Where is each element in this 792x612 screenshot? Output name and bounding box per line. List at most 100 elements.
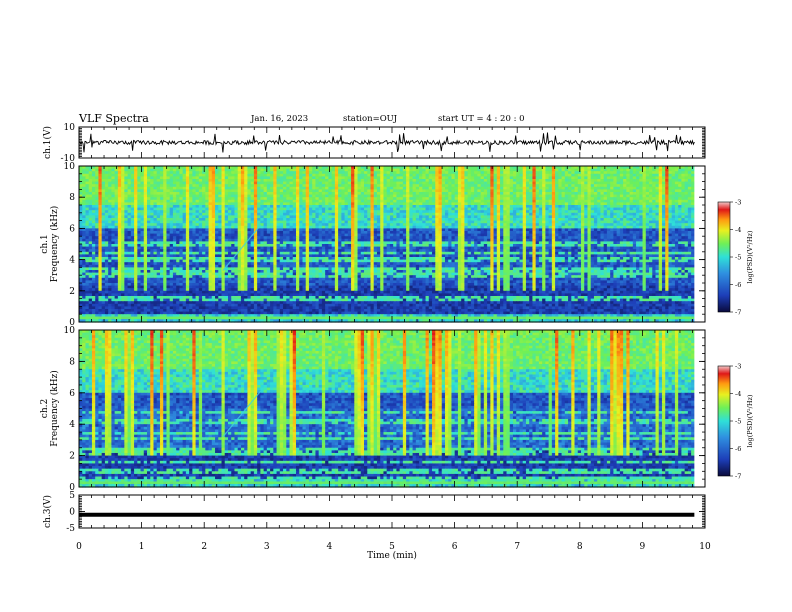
spectrogram-cell <box>506 168 511 172</box>
spectrogram-cell <box>551 184 556 188</box>
spectrogram-cell <box>176 176 180 180</box>
spectrogram-cell <box>490 168 495 172</box>
spectrogram-cell <box>632 166 637 170</box>
spectrogram-cell <box>558 179 563 183</box>
spectrogram-cell <box>351 184 355 188</box>
spectrogram-cell <box>535 179 540 183</box>
spectrogram-cell <box>474 181 478 185</box>
spectrogram-cell <box>432 166 436 170</box>
spectrogram-cell <box>179 189 184 193</box>
spectrogram-cell <box>357 181 362 185</box>
spectrogram-cell <box>347 184 352 188</box>
spectrogram-cell <box>551 179 556 183</box>
spectrogram-cell <box>354 171 359 175</box>
spectrogram-cell <box>114 181 119 185</box>
spectrogram-cell <box>108 192 112 196</box>
spectrogram-cell <box>357 192 362 196</box>
spectrogram-cell <box>88 194 93 198</box>
spectrogram-cell <box>619 186 624 190</box>
spectrogram-cell <box>503 166 508 170</box>
spectrogram-cell <box>383 184 388 188</box>
spectrogram-cell <box>224 181 229 185</box>
spectrogram-cell <box>606 192 611 196</box>
spectrogram-cell <box>111 173 116 177</box>
spectrogram-cell <box>169 179 174 183</box>
spectrogram-cell <box>244 176 249 180</box>
spectrogram-cell <box>477 186 482 190</box>
spectrogram-cell <box>367 184 372 188</box>
spectrogram-cell <box>234 186 239 190</box>
spectrogram-cell <box>610 168 614 172</box>
spectrogram-cell <box>493 168 498 172</box>
spectrogram-cell <box>568 192 572 196</box>
spectrogram-cell <box>370 189 375 193</box>
spectrogram-cell <box>111 192 116 196</box>
spectrogram-cell <box>600 179 605 183</box>
spectrogram-cell <box>626 168 631 172</box>
spectrogram-cell <box>354 184 359 188</box>
spectrogram-cell <box>82 171 87 175</box>
spectrogram-cell <box>564 171 569 175</box>
spectrogram-cell <box>218 166 223 170</box>
spectrogram-cell <box>159 166 164 170</box>
spectrogram-cell <box>681 168 686 172</box>
spectrogram-cell <box>383 171 388 175</box>
spectrogram-cell <box>451 166 456 170</box>
spectrogram-cell <box>477 192 482 196</box>
spectrogram-cell <box>331 166 336 170</box>
spectrogram-cell <box>639 184 644 188</box>
spectrogram-cell <box>428 166 433 170</box>
spectrogram-cell <box>224 173 229 177</box>
spectrogram-cell <box>250 181 255 185</box>
spectrogram-cell <box>286 184 291 188</box>
spectrogram-cell <box>328 166 333 170</box>
spectrogram-cell <box>140 171 145 175</box>
spectrogram-cell <box>286 173 291 177</box>
spectrogram-cell <box>198 186 203 190</box>
spectrogram-cell <box>493 166 498 170</box>
spectrogram-cell <box>454 173 459 177</box>
spectrogram-cell <box>364 179 368 183</box>
spectrogram-cell <box>166 184 171 188</box>
spectrogram-cell <box>321 181 326 185</box>
spectrogram-cell <box>91 176 96 180</box>
spectrogram-cell <box>240 179 245 183</box>
spectrogram-cell <box>257 176 261 180</box>
spectrogram-cell <box>415 184 420 188</box>
spectrogram-cell <box>208 173 213 177</box>
spectrogram-cell <box>286 166 291 170</box>
spectrogram-cell <box>412 189 417 193</box>
spectrogram-cell <box>457 186 462 190</box>
spectrogram-cell <box>674 189 679 193</box>
spectrogram-cell <box>150 176 155 180</box>
spectrogram-cell <box>412 184 417 188</box>
spectrogram-cell <box>376 168 381 172</box>
spectrogram-cell <box>221 192 226 196</box>
spectrogram-cell <box>619 168 624 172</box>
spectrogram-cell <box>545 192 550 196</box>
spectrogram-cell <box>487 192 491 196</box>
spectrogram-cell <box>435 171 440 175</box>
spectrogram-cell <box>211 168 216 172</box>
spectrogram-cell <box>568 171 572 175</box>
spectrogram-cell <box>172 173 177 177</box>
spectrogram-cell <box>474 166 478 170</box>
spectrogram-cell <box>108 171 112 175</box>
spectrogram-cell <box>153 194 158 198</box>
spectrogram-cell <box>402 186 407 190</box>
spectrogram-cell <box>215 181 219 185</box>
spectrogram-cell <box>444 173 449 177</box>
spectrogram-cell <box>224 176 229 180</box>
spectrogram-cell <box>503 181 508 185</box>
spectrogram-cell <box>85 192 90 196</box>
spectrogram-cell <box>532 184 537 188</box>
spectrogram-cell <box>441 186 446 190</box>
spectrogram-cell <box>383 173 388 177</box>
spectrogram-cell <box>684 192 689 196</box>
spectrogram-cell <box>373 192 378 196</box>
spectrogram-cell <box>632 181 637 185</box>
spectrogram-cell <box>490 173 495 177</box>
spectrogram-cell <box>610 173 614 177</box>
spectrogram-cell <box>370 171 375 175</box>
spectrogram-cell <box>474 192 478 196</box>
